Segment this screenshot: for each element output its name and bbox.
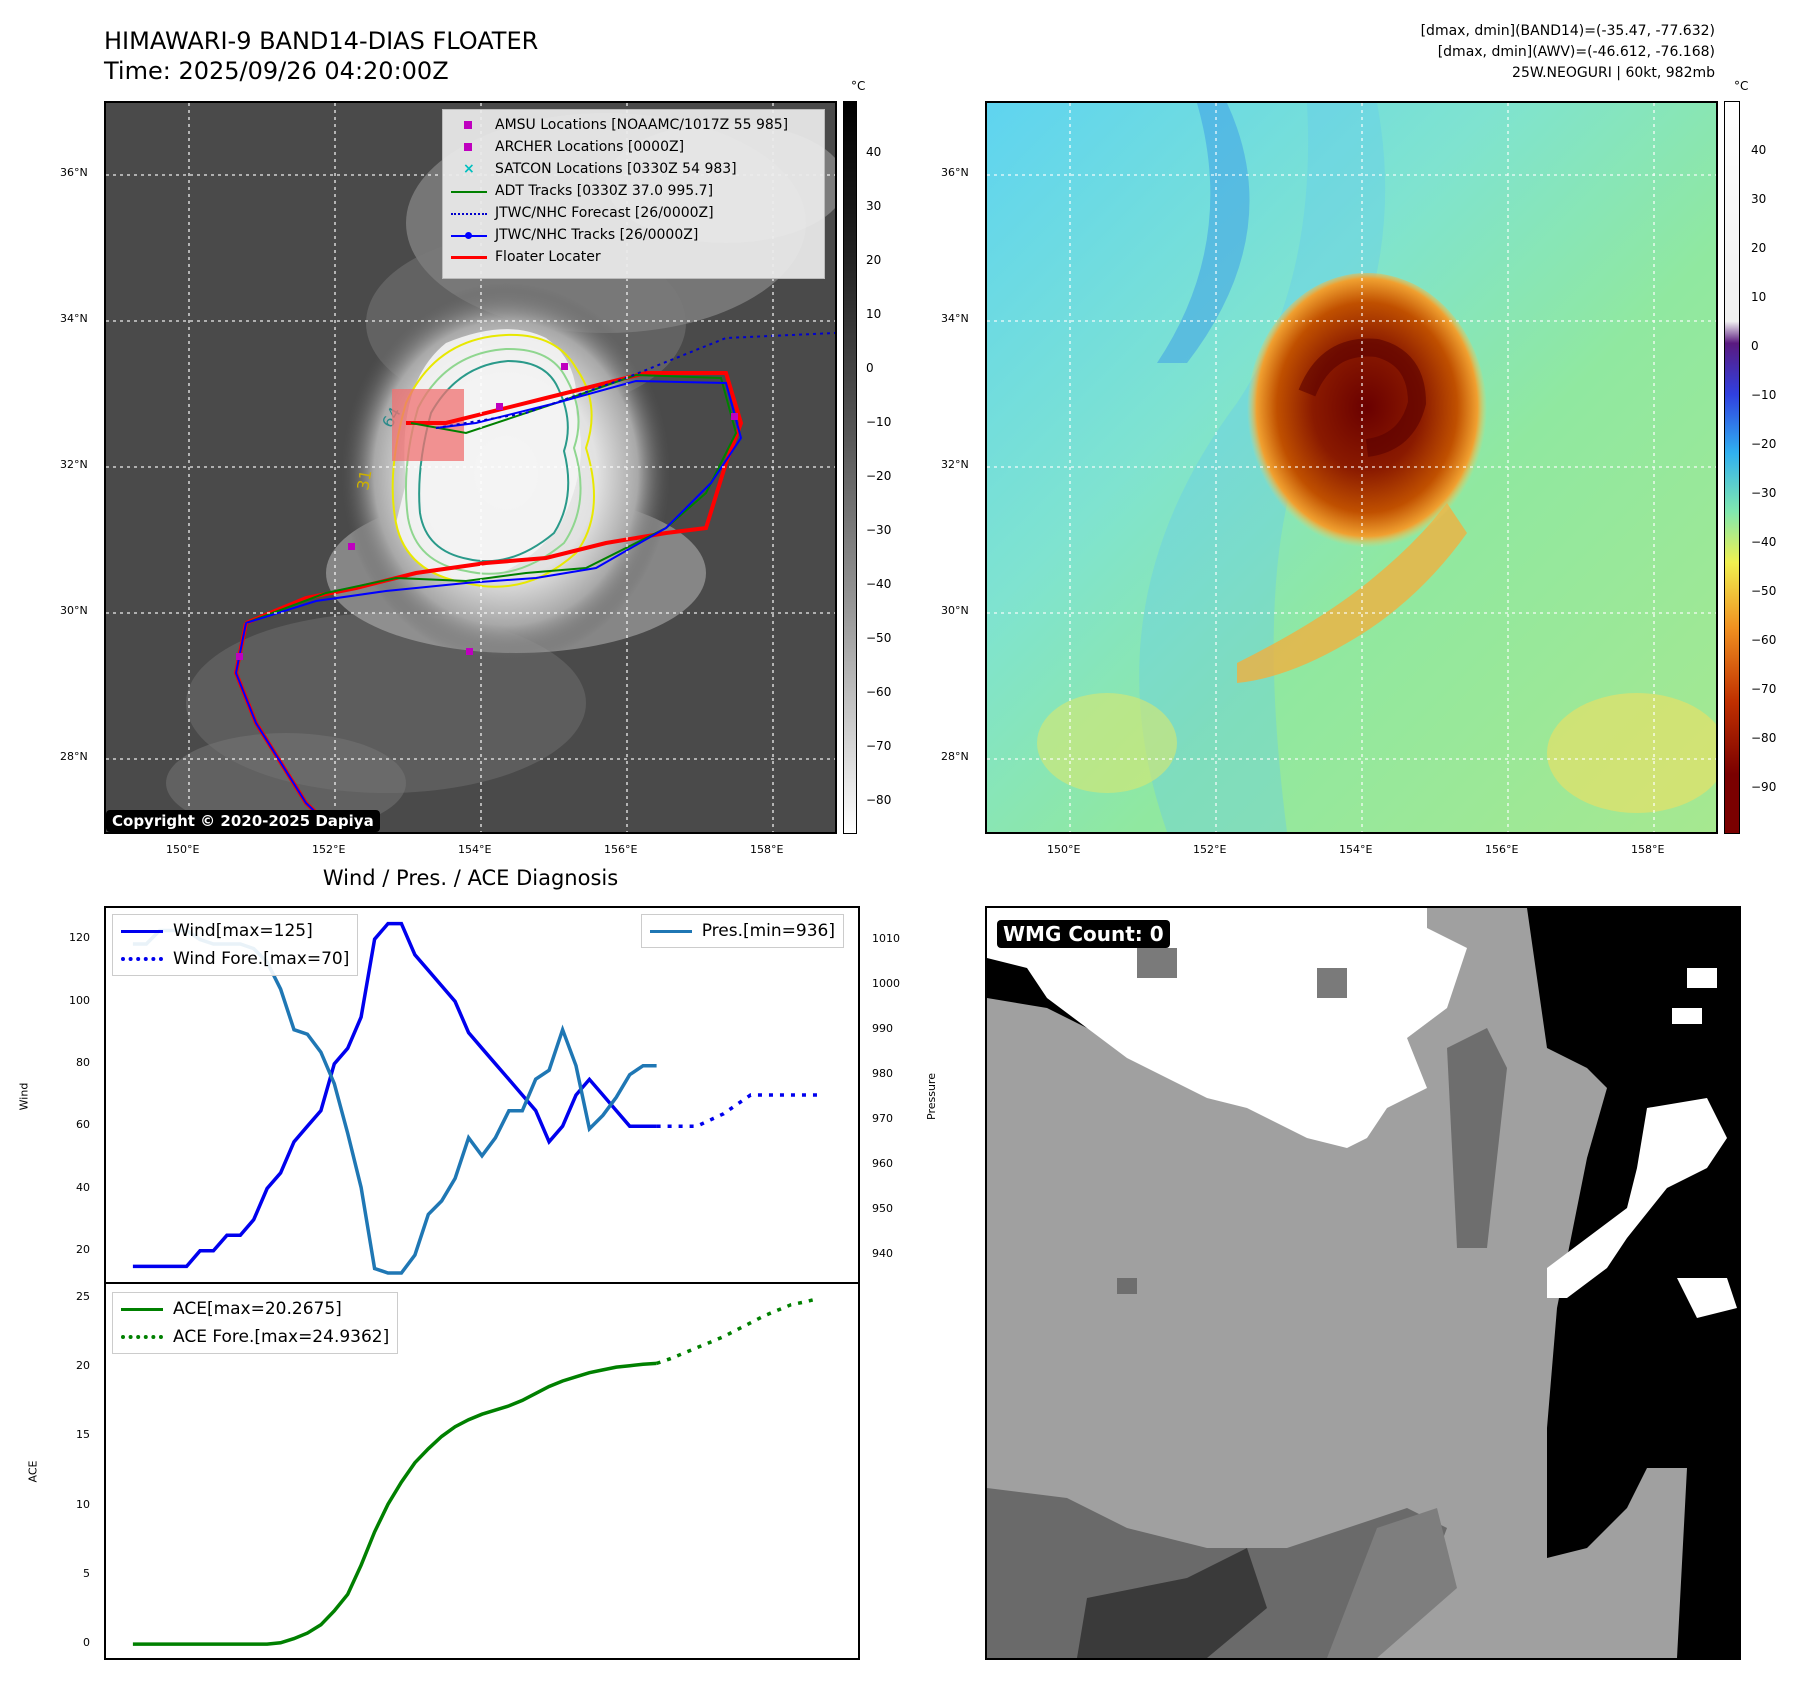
series-ace-forecast-line (656, 1297, 819, 1366)
wind-legend: Wind[max=125] Wind Fore.[max=70] (112, 914, 359, 976)
figure-time: Time: 2025/09/26 04:20:00Z (104, 57, 449, 85)
pres-tick-label: 1000 (872, 976, 900, 990)
wv-lat-30: 30°N (941, 604, 969, 617)
ir-lat-34: 34°N (60, 312, 88, 325)
copyright-badge: Copyright © 2020-2025 Dapiya (106, 810, 380, 832)
wind-tick-label: 40 (76, 1180, 90, 1194)
legend-satcon: × SATCON Locations [0330Z 54 983] (463, 161, 737, 177)
pres-tick-label: 980 (872, 1066, 893, 1080)
pres-tick-label: 970 (872, 1111, 893, 1125)
ace-axis-label: ACE (26, 1460, 40, 1483)
ace-tick-label: 0 (83, 1636, 90, 1650)
jtwc-track (245, 379, 743, 624)
pres-tick-label: 940 (872, 1246, 893, 1260)
legend-jtwc-forecast: JTWC/NHC Forecast [26/0000Z] (451, 202, 816, 224)
wmg-panel: WMG Count: 0 (985, 906, 1741, 1660)
pres-legend: Pres.[min=936] (640, 914, 844, 948)
legend-wind-fore: Wind Fore.[max=70] (121, 945, 349, 973)
legend-pres: Pres.[min=936] (649, 917, 835, 945)
ir-lon-158: 158°E (750, 843, 784, 856)
jtwc-forecast (435, 332, 835, 429)
figure-title: HIMAWARI-9 BAND14-DIAS FLOATER (104, 27, 539, 55)
info-storm: 25W.NEOGURI | 60kt, 982mb (1512, 65, 1715, 81)
ace-svg (132, 1297, 819, 1646)
wv-colorbar-ticks: 40 30 20 10 0 −10 −20 −30 −40 −50 −60 −7… (1751, 143, 1777, 794)
wind-tick-label: 100 (69, 993, 90, 1007)
diag-title: Wind / Pres. / ACE Diagnosis (322, 866, 619, 890)
wv-lon-150: 150°E (1047, 843, 1081, 856)
series-pres-line (132, 928, 657, 1275)
legend-ace-fore: ACE Fore.[max=24.9362] (121, 1323, 389, 1351)
ir-colorbar-ticks: 40 30 20 10 0 −10 −20 −30 −40 −50 −60 −7… (866, 145, 892, 807)
legend-amsu: AMSU Locations [NOAAMC/1017Z 55 985] (451, 114, 816, 136)
ace-plot: ACE[max=20.2675] ACE Fore.[max=24.9362] (104, 1282, 860, 1660)
ir-lon-154: 154°E (458, 843, 492, 856)
info-awv: [dmax, dmin](AWV)=(-46.612, -76.168) (1437, 44, 1715, 60)
series-wind-line (132, 921, 657, 1269)
legend-archer: ARCHER Locations [0000Z] (451, 136, 816, 158)
wind-axis-label: Wind (17, 1082, 31, 1111)
pres-tick-label: 960 (872, 1156, 893, 1170)
ir-colorbar (843, 101, 857, 834)
wmg-svg (987, 908, 1739, 1658)
info-band14: [dmax, dmin](BAND14)=(-35.47, -77.632) (1420, 23, 1715, 39)
wv-lon-158: 158°E (1631, 843, 1665, 856)
ace-tick-label: 25 (76, 1289, 90, 1303)
wind-tick-label: 80 (76, 1055, 90, 1069)
ace-tick-label: 15 (76, 1428, 90, 1442)
wmg-count-badge: WMG Count: 0 (997, 920, 1170, 948)
wv-lon-154: 154°E (1339, 843, 1373, 856)
legend-jtwc-tracks: JTWC/NHC Tracks [26/0000Z] (451, 224, 816, 246)
wind-tick-label: 60 (76, 1118, 90, 1132)
ir-map-panel: 64 31 Copyright © 2020-2025 Dap (104, 101, 837, 834)
ir-lon-152: 152°E (312, 843, 346, 856)
ir-colorbar-unit: °C (851, 79, 866, 93)
wv-lat-36: 36°N (941, 166, 969, 179)
wv-lat-28: 28°N (941, 750, 969, 763)
pres-axis-label: Pressure (924, 1073, 938, 1120)
legend-floater: Floater Locater (451, 246, 816, 268)
ir-lon-150: 150°E (166, 843, 200, 856)
ace-tick-label: 10 (76, 1497, 90, 1511)
series-ace-line (132, 1361, 657, 1646)
wv-lon-156: 156°E (1485, 843, 1519, 856)
wv-lon-152: 152°E (1193, 843, 1227, 856)
pres-tick-label: 950 (872, 1201, 893, 1215)
legend-ace: ACE[max=20.2675] (121, 1295, 389, 1323)
wv-colorbar (1724, 101, 1740, 834)
wind-pres-plot: Wind[max=125] Wind Fore.[max=70] Pres.[m… (104, 906, 860, 1284)
wv-lat-32: 32°N (941, 458, 969, 471)
contour-label-31: 31 (353, 468, 375, 491)
wv-lat-34: 34°N (941, 312, 969, 325)
ir-lat-28: 28°N (60, 750, 88, 763)
ace-tick-label: 20 (76, 1359, 90, 1373)
wv-map-panel (985, 101, 1718, 834)
ir-lat-32: 32°N (60, 458, 88, 471)
ir-lon-156: 156°E (604, 843, 638, 856)
ace-tick-label: 5 (83, 1566, 90, 1580)
legend-adt: ADT Tracks [0330Z 37.0 995.7] (451, 180, 816, 202)
ir-lat-36: 36°N (60, 166, 88, 179)
pres-tick-label: 990 (872, 1021, 893, 1035)
ir-lat-30: 30°N (60, 604, 88, 617)
pres-tick-label: 1010 (872, 931, 900, 945)
wind-tick-label: 20 (76, 1242, 90, 1256)
ace-legend: ACE[max=20.2675] ACE Fore.[max=24.9362] (112, 1292, 399, 1354)
series-wind-forecast-line (656, 1093, 818, 1128)
ir-legend: AMSU Locations [NOAAMC/1017Z 55 985] ARC… (442, 109, 825, 279)
wv-colorbar-unit: °C (1734, 79, 1749, 93)
wv-map-svg (987, 103, 1716, 832)
legend-wind: Wind[max=125] (121, 917, 349, 945)
wind-tick-label: 120 (69, 931, 90, 945)
